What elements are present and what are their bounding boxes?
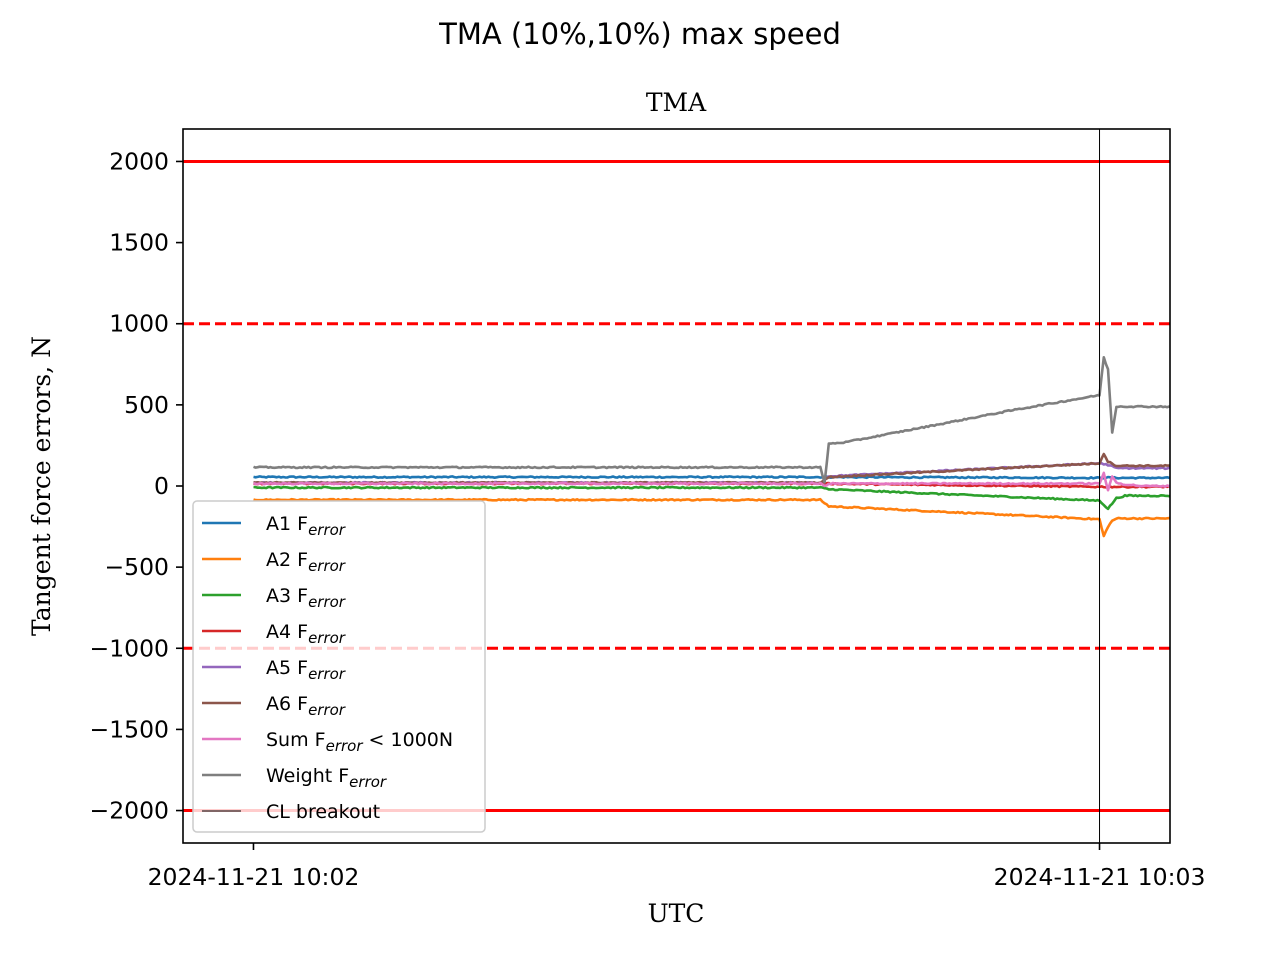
legend-label-text: A6 F	[266, 693, 308, 715]
y-axis: 2000 1500 1000 500 0 −500 −1000 −1500 −2000	[90, 147, 183, 825]
legend-label-weight: Weight Ferror	[266, 765, 387, 791]
y-tick-label: −500	[104, 553, 169, 581]
legend-label-subscript: error	[308, 593, 346, 611]
legend-label-a4: A4 Ferror	[266, 621, 346, 647]
figure-suptitle: TMA (10%,10%) max speed	[438, 17, 841, 51]
legend-label-a1: A1 Ferror	[266, 513, 346, 539]
x-tick-label: 2024-11-21 10:02	[148, 863, 360, 891]
legend-label-text: Weight F	[266, 765, 349, 787]
y-tick-label: 2000	[109, 147, 169, 175]
legend-label-text: CL breakout	[266, 801, 380, 823]
legend-label-a2: A2 Ferror	[266, 549, 346, 575]
y-tick-label: −1000	[90, 634, 170, 662]
legend-box	[192, 500, 486, 833]
legend-label-subscript: error	[308, 665, 346, 683]
legend-label-subscript: error	[308, 629, 346, 647]
y-tick-label: 1000	[109, 310, 169, 338]
legend-label-text: A5 F	[266, 657, 308, 679]
legend-label-a5: A5 Ferror	[266, 657, 346, 683]
legend-label-subscript: error	[308, 557, 346, 575]
legend-label-text: A1 F	[266, 513, 308, 535]
x-tick-label: 2024-11-21 10:03	[994, 863, 1206, 891]
y-tick-label: −1500	[90, 715, 170, 743]
series-line-a3	[253, 485, 1170, 511]
legend-label-subscript: error	[326, 737, 364, 755]
y-tick-label: 1500	[109, 229, 169, 257]
legend-label-subscript: error	[308, 521, 346, 539]
legend-label-a6: A6 Ferror	[266, 693, 346, 719]
legend-label-subscript: error	[349, 773, 387, 791]
series-line-weight	[253, 356, 1170, 484]
legend-label-sum: Sum Ferror < 1000N	[266, 729, 453, 755]
legend-label-text: A2 F	[266, 549, 308, 571]
axes-title: TMA	[646, 88, 707, 117]
series-line-a2	[253, 497, 1170, 538]
y-tick-label: 0	[154, 472, 169, 500]
legend-label-a3: A3 Ferror	[266, 585, 346, 611]
y-tick-label: 500	[124, 391, 169, 419]
legend-label-breakout: CL breakout	[266, 801, 380, 823]
legend-label-subscript: error	[308, 701, 346, 719]
x-axis-label: UTC	[648, 899, 705, 928]
series-line-sum	[253, 471, 1170, 492]
legend-label-text: A3 F	[266, 585, 308, 607]
y-axis-label: Tangent force errors, N	[27, 336, 56, 636]
legend-label-text: A4 F	[266, 621, 308, 643]
legend-label-text: Sum F	[266, 729, 326, 751]
y-tick-label: −2000	[90, 797, 170, 825]
legend-label-suffix: < 1000N	[363, 729, 454, 751]
